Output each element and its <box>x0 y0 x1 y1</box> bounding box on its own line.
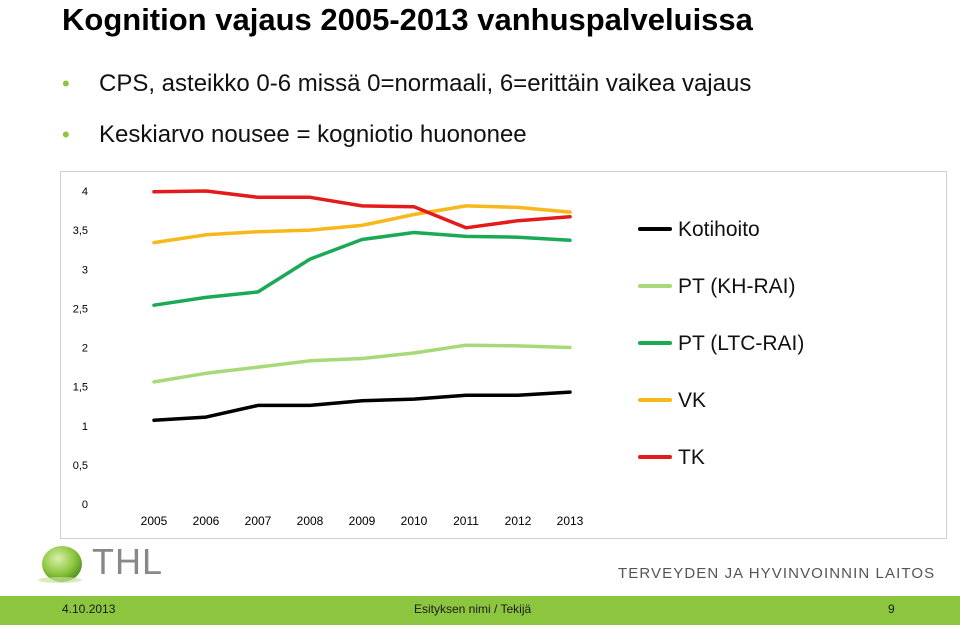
footer-date: 4.10.2013 <box>62 602 116 616</box>
x-tick-label: 2010 <box>401 514 428 528</box>
legend-label: PT (KH-RAI) <box>678 275 795 298</box>
footer-page-number: 9 <box>888 602 895 616</box>
y-tick-label: 4 <box>82 186 88 198</box>
legend-label: VK <box>678 389 706 412</box>
organization-wordmark: TERVEYDEN JA HYVINVOINNIN LAITOS <box>618 565 936 582</box>
series-line-2 <box>152 230 572 307</box>
y-tick-label: 2 <box>82 343 88 355</box>
legend-label: PT (LTC-RAI) <box>678 332 804 355</box>
line-chart: 0 0,5 1 1,5 2 2,5 3 3,5 4 2005 2006 2007 2008 2009 201… <box>73 186 805 528</box>
bullet-list: • CPS, asteikko 0-6 missä 0=normaali, 6=… <box>62 64 751 166</box>
bullet-text: Keskiarvo nousee = kogniotio huononee <box>99 121 527 148</box>
series-line-0 <box>152 390 572 423</box>
x-tick-label: 2006 <box>193 514 220 528</box>
y-tick-label: 0,5 <box>73 460 88 472</box>
bullet-dot-icon: • <box>62 71 70 96</box>
series-line-3 <box>152 204 572 245</box>
x-tick-label: 2012 <box>505 514 532 528</box>
thl-logo-text: THL <box>92 541 164 582</box>
chart-frame: 0 0,5 1 1,5 2 2,5 3 3,5 4 2005 2006 2007 2008 2009 201… <box>60 171 947 539</box>
x-tick-label: 2009 <box>349 514 376 528</box>
x-tick-label: 2011 <box>453 514 479 528</box>
legend-label: TK <box>678 446 705 469</box>
y-tick-label: 2,5 <box>73 303 88 315</box>
x-tick-label: 2005 <box>141 514 168 528</box>
thl-logo-icon <box>38 546 82 583</box>
footer-bar: 4.10.2013 Esityksen nimi / Tekijä 9 <box>0 596 960 625</box>
y-tick-label: 1,5 <box>73 382 88 394</box>
y-tick-label: 0 <box>82 499 88 511</box>
series-line-1 <box>152 343 572 384</box>
series-line-4 <box>152 189 572 230</box>
x-tick-label: 2008 <box>297 514 324 528</box>
x-tick-label: 2013 <box>557 514 584 528</box>
x-tick-label: 2007 <box>245 514 272 528</box>
y-tick-label: 1 <box>82 421 88 433</box>
bullet-dot-icon: • <box>62 122 70 147</box>
y-tick-label: 3,5 <box>73 225 88 237</box>
y-tick-label: 3 <box>82 264 88 276</box>
footer-presentation-name: Esityksen nimi / Tekijä <box>414 602 532 616</box>
legend-label: Kotihoito <box>678 218 760 241</box>
bullet-item: • Keskiarvo nousee = kogniotio huononee <box>62 115 751 166</box>
slide-title: Kognition vajaus 2005-2013 vanhuspalvelu… <box>62 2 753 37</box>
bullet-item: • CPS, asteikko 0-6 missä 0=normaali, 6=… <box>62 64 751 115</box>
bullet-text: CPS, asteikko 0-6 missä 0=normaali, 6=er… <box>99 70 752 97</box>
